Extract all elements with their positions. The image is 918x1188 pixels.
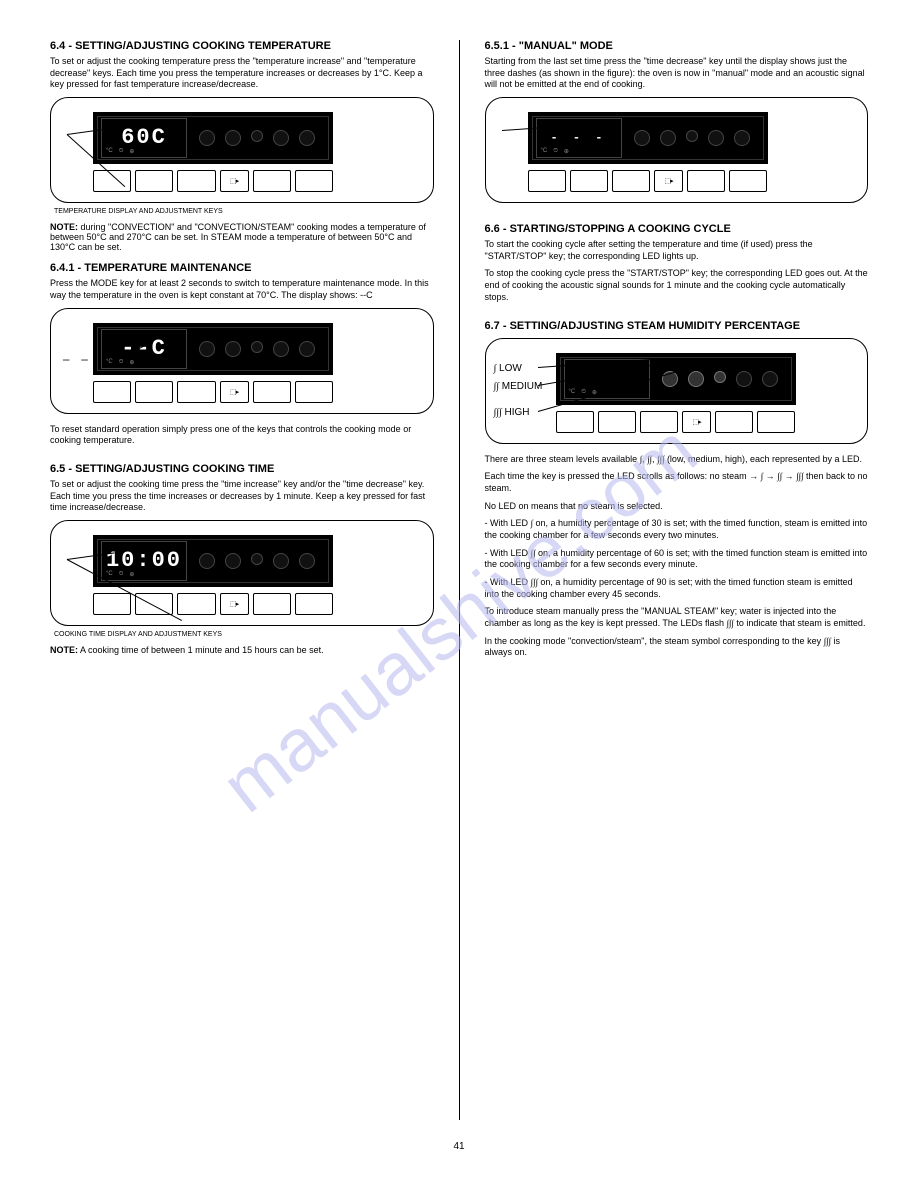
section-startstop: 6.6 - STARTING/STOPPING A COOKING CYCLE … [485, 223, 869, 309]
panel-button[interactable] [687, 170, 725, 192]
steam-high-label: ∫∫∫ HIGH [494, 407, 530, 418]
panel-button[interactable] [556, 411, 594, 433]
left-column: 6.4 - SETTING/ADJUSTING COOKING TEMPERAT… [50, 40, 434, 1120]
lcd-display: 60C °C⏲⊕ [101, 118, 187, 158]
panel-button[interactable] [253, 381, 291, 403]
panel-steam: ∫ LOW ∫∫ MEDIUM ∫∫∫ HIGH °C⏲⊕ [485, 338, 869, 444]
lcd-value: 60C [102, 127, 186, 149]
button-row [93, 170, 333, 192]
note-text: NOTE: during "CONVECTION" and "CONVECTIO… [50, 222, 434, 252]
body-text: To set or adjust the cooking time press … [50, 479, 434, 514]
body-text: Press the MODE key for at least 2 second… [50, 278, 434, 301]
section-title: 6.5.1 - "MANUAL" MODE [485, 40, 869, 52]
panel-button[interactable] [570, 170, 608, 192]
panel-button[interactable] [253, 170, 291, 192]
section-temp-maint: 6.4.1 - TEMPERATURE MAINTENANCE Press th… [50, 262, 434, 453]
panel-button[interactable] [135, 381, 173, 403]
body-text: No LED on means that no steam is selecte… [485, 501, 869, 513]
button-row [528, 170, 768, 192]
column-divider [459, 40, 460, 1120]
section-title: 6.6 - STARTING/STOPPING A COOKING CYCLE [485, 223, 869, 235]
lcd-display: - - - °C⏲⊕ [536, 118, 622, 158]
page-content: 6.4 - SETTING/ADJUSTING COOKING TEMPERAT… [0, 0, 918, 1160]
body-text: To start the cooking cycle after setting… [485, 239, 869, 262]
panel-button[interactable] [715, 411, 753, 433]
body-text: To reset standard operation simply press… [50, 424, 434, 447]
panel-button[interactable] [528, 170, 566, 192]
body-text: In the cooking mode "convection/steam", … [485, 636, 869, 659]
panel-button[interactable] [729, 170, 767, 192]
panel-button[interactable] [253, 593, 291, 615]
panel-button-split[interactable] [682, 411, 711, 433]
lcd-icons: °C⏲⊕ [106, 148, 134, 155]
right-column: 6.5.1 - "MANUAL" MODE Starting from the … [485, 40, 869, 1120]
panel-button[interactable] [612, 170, 650, 192]
panel-button[interactable] [93, 593, 131, 615]
lcd-icons: °C⏲⊕ [541, 148, 569, 155]
body-text: - With LED ∫ on, a humidity percentage o… [485, 518, 869, 541]
section-title: 6.4.1 - TEMPERATURE MAINTENANCE [50, 262, 434, 274]
body-text: - With LED ∫∫ on, a humidity percentage … [485, 548, 869, 571]
section-time: 6.5 - SETTING/ADJUSTING COOKING TIME To … [50, 463, 434, 655]
body-text: To introduce steam manually press the "M… [485, 606, 869, 629]
steam-low-label: ∫ LOW [494, 363, 522, 374]
panel-button[interactable] [93, 170, 131, 192]
lcd-display: 10:00 °C⏲⊕ [101, 541, 187, 581]
panel-manual: - - - °C⏲⊕ [485, 97, 869, 203]
panel-maint: --C --C °C⏲⊕ [50, 308, 434, 414]
button-row [93, 593, 333, 615]
body-text: To stop the cooking cycle press the "STA… [485, 268, 869, 303]
panel-button[interactable] [598, 411, 636, 433]
lcd-value: --C [102, 338, 186, 360]
panel-display-area: - - - °C⏲⊕ [528, 112, 768, 164]
indicator-dots [187, 553, 325, 569]
section-steam: 6.7 - SETTING/ADJUSTING STEAM HUMIDITY P… [485, 320, 869, 666]
panel-button-split[interactable] [220, 170, 249, 192]
section-temp: 6.4 - SETTING/ADJUSTING COOKING TEMPERAT… [50, 40, 434, 252]
panel-time: 10:00 °C⏲⊕ [50, 520, 434, 626]
panel-display-area: --C °C⏲⊕ [93, 323, 333, 375]
panel-temp: 60C °C⏲⊕ [50, 97, 434, 203]
section-manual: 6.5.1 - "MANUAL" MODE Starting from the … [485, 40, 869, 213]
panel-button[interactable] [177, 381, 215, 403]
panel-button[interactable] [177, 593, 215, 615]
panel-button[interactable] [295, 381, 333, 403]
panel-button-split[interactable] [654, 170, 683, 192]
indicator-dots [187, 130, 325, 146]
section-title: 6.5 - SETTING/ADJUSTING COOKING TIME [50, 463, 434, 475]
body-text: - With LED ∫∫∫ on, a humidity percentage… [485, 577, 869, 600]
panel-button[interactable] [135, 170, 173, 192]
section-title: 6.7 - SETTING/ADJUSTING STEAM HUMIDITY P… [485, 320, 869, 332]
page-number: 41 [453, 1141, 464, 1152]
button-row [556, 411, 796, 433]
body-text: To set or adjust the cooking temperature… [50, 56, 434, 91]
indicator-dots [187, 341, 325, 357]
note-text: NOTE: A cooking time of between 1 minute… [50, 645, 434, 655]
body-text: Starting from the last set time press th… [485, 56, 869, 91]
lcd-icons: °C⏲⊕ [106, 571, 134, 578]
panel-display-area: 60C °C⏲⊕ [93, 112, 333, 164]
lcd-display: --C °C⏲⊕ [101, 329, 187, 369]
indicator-dots [622, 130, 760, 146]
steam-med-label: ∫∫ MEDIUM [494, 381, 543, 392]
panel-button[interactable] [295, 170, 333, 192]
panel-button[interactable] [177, 170, 215, 192]
callout-label: TEMPERATURE DISPLAY AND ADJUSTMENT KEYS [54, 207, 434, 216]
panel-button-split[interactable] [220, 381, 249, 403]
panel-button[interactable] [757, 411, 795, 433]
callout-label: COOKING TIME DISPLAY AND ADJUSTMENT KEYS [54, 630, 434, 639]
panel-button[interactable] [295, 593, 333, 615]
section-title: 6.4 - SETTING/ADJUSTING COOKING TEMPERAT… [50, 40, 434, 52]
lcd-value: - - - [537, 132, 621, 144]
body-text: Each time the key is pressed the LED scr… [485, 471, 869, 494]
panel-button[interactable] [93, 381, 131, 403]
body-text: There are three steam levels available ∫… [485, 454, 869, 466]
panel-button[interactable] [640, 411, 678, 433]
panel-display-area: 10:00 °C⏲⊕ [93, 535, 333, 587]
panel-button-split[interactable] [220, 593, 249, 615]
button-row [93, 381, 333, 403]
